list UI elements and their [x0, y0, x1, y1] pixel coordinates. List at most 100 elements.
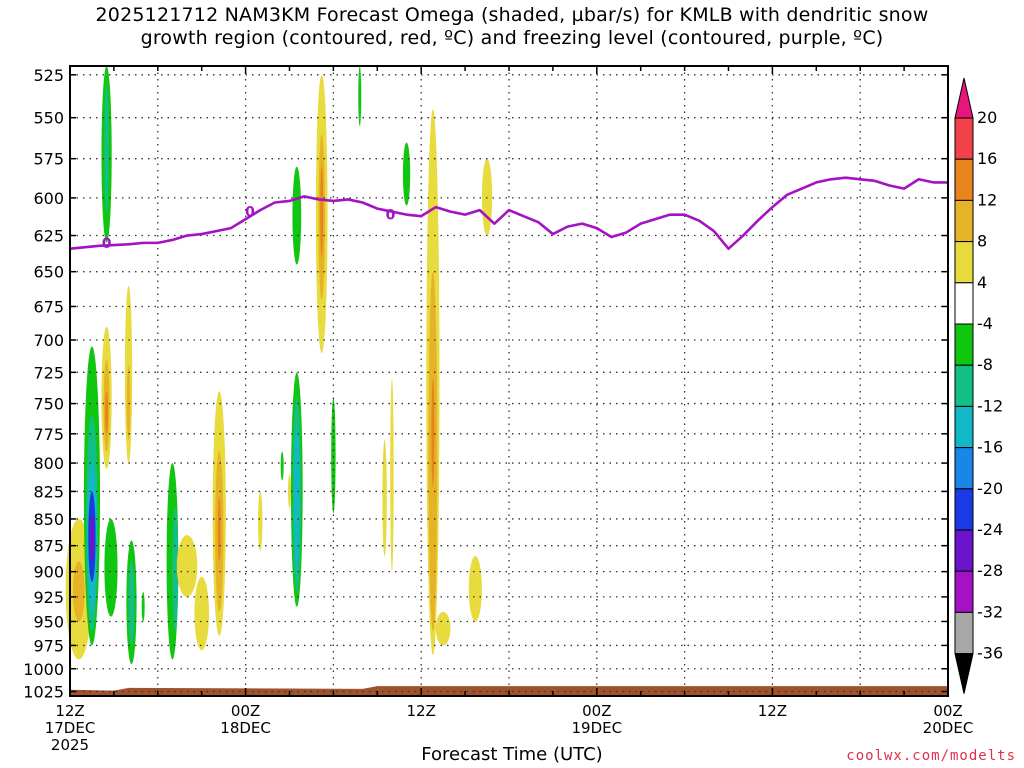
colorbar-segment-5 — [954, 282, 974, 325]
colorbar-segment-1 — [954, 117, 974, 160]
omega-cell-38 — [390, 378, 394, 572]
freezing-level-contour: 0 0 0 — [69, 176, 948, 252]
omega-cell-35 — [331, 397, 336, 514]
colorbar-label-13: -36 — [977, 644, 1003, 663]
omega-cell-34 — [320, 166, 324, 258]
colorbar-segment-3 — [954, 199, 974, 243]
omega-cell-20 — [176, 535, 198, 597]
colorbar-top-arrow — [954, 77, 974, 119]
freezing-level-label-0: 0 — [102, 236, 112, 252]
colorbar-segment-8 — [954, 405, 974, 449]
colorbar-label-1: 16 — [977, 149, 997, 168]
x-axis-label: Forecast Time (UTC) — [421, 744, 603, 765]
grid-lines — [70, 66, 948, 696]
colorbar-segment-6 — [954, 323, 974, 366]
y-tick-label-850: 850 — [33, 510, 64, 529]
colorbar-label-0: 20 — [977, 108, 997, 127]
site-credit: coolwx.com/modelts — [846, 748, 1016, 764]
y-tick-label-825: 825 — [33, 482, 64, 501]
colorbar-label-12: -32 — [977, 602, 1003, 621]
omega-cell-39 — [402, 142, 411, 206]
x-tick-label-0-0: 12Z — [55, 702, 84, 720]
omega-cell-17 — [141, 591, 145, 622]
colorbar-segment-2 — [954, 158, 974, 201]
y-tick-label-900: 900 — [33, 563, 64, 582]
omega-cell-1 — [104, 83, 109, 214]
axes: 525 550 575 600 625 650 675 700 725 750 775 800 825 8… — [23, 65, 974, 754]
x-tick-label-0-2: 2025 — [51, 736, 89, 754]
omega-cell-19 — [172, 508, 179, 632]
colorbar-label-2: 12 — [977, 190, 997, 209]
y-tick-label-1000: 1000 — [23, 660, 64, 679]
omega-cell-31 — [294, 427, 300, 572]
omega-cell-8 — [89, 513, 95, 562]
omega-cell-28 — [292, 166, 302, 265]
omega-cell-45 — [481, 158, 493, 236]
x-tick-label-36-1: 19DEC — [572, 719, 623, 737]
colorbar-label-6: -8 — [977, 355, 993, 374]
x-tick-label-36-0: 00Z — [582, 702, 611, 720]
omega-cell-12 — [104, 518, 118, 617]
chart-title-line-2: growth region (contoured, red, ºC) and f… — [140, 27, 884, 49]
colorbar-label-4: 4 — [977, 273, 987, 292]
colorbar-segment-11 — [954, 529, 974, 572]
y-tick-label-550: 550 — [33, 109, 64, 128]
y-tick-label-975: 975 — [33, 636, 64, 655]
colorbar-label-3: 8 — [977, 232, 987, 251]
y-tick-label-725: 725 — [33, 363, 64, 382]
colorbar-label-11: -28 — [977, 561, 1003, 580]
y-tick-label-575: 575 — [33, 150, 64, 169]
y-tick-label-650: 650 — [33, 263, 64, 282]
colorbar-label-5: -4 — [977, 314, 993, 333]
x-tick-label-0-1: 17DEC — [45, 719, 96, 737]
y-tick-label-525: 525 — [33, 66, 64, 85]
omega-cell-42 — [431, 378, 435, 486]
y-tick-label-925: 925 — [33, 588, 64, 607]
colorbar-segment-12 — [954, 570, 974, 613]
omega-cell-27 — [288, 474, 291, 509]
colorbar-segment-4 — [954, 241, 974, 284]
omega-cell-14 — [126, 365, 131, 440]
omega-cell-25 — [258, 491, 263, 551]
x-tick-label-48-0: 12Z — [758, 702, 787, 720]
colorbar-label-10: -24 — [977, 520, 1003, 539]
omega-cell-36 — [358, 66, 362, 127]
colorbar-segment-7 — [954, 364, 974, 407]
y-tick-label-675: 675 — [33, 297, 64, 316]
x-tick-label-24-0: 12Z — [407, 702, 436, 720]
colorbar-segment-13 — [954, 611, 974, 655]
x-tick-label-12-0: 00Z — [231, 702, 260, 720]
colorbar-label-9: -20 — [977, 479, 1003, 498]
x-tick-label-12-1: 18DEC — [220, 719, 271, 737]
y-tick-label-750: 750 — [33, 395, 64, 414]
x-tick-label-60-1: 20DEC — [923, 719, 974, 737]
colorbar-bottom-arrow — [954, 653, 974, 694]
y-tick-label-800: 800 — [33, 454, 64, 473]
y-tick-label-1025: 1025 — [23, 683, 64, 702]
chart-title-line-1: 2025121712 NAM3KM Forecast Omega (shaded… — [95, 4, 929, 26]
y-tick-label-700: 700 — [33, 331, 64, 350]
freezing-level-line — [69, 176, 948, 251]
omega-cell-11 — [105, 391, 109, 434]
y-tick-label-775: 775 — [33, 425, 64, 444]
chart-title: 2025121712 NAM3KM Forecast Omega (shaded… — [0, 4, 1024, 50]
omega-cell-44 — [468, 556, 482, 622]
x-tick-label-60-0: 00Z — [933, 702, 962, 720]
omega-cell-37 — [382, 439, 387, 557]
omega-cell-24 — [217, 497, 221, 562]
omega-cell-16 — [128, 561, 135, 646]
freezing-level-label-1: 0 — [245, 205, 255, 221]
colorbar-segment-10 — [954, 488, 974, 531]
y-tick-label-600: 600 — [33, 189, 64, 208]
colorbar-label-8: -16 — [977, 438, 1003, 457]
colorbar-segment-9 — [954, 447, 974, 490]
y-tick-label-875: 875 — [33, 537, 64, 556]
colorbar-label-7: -12 — [977, 396, 1003, 415]
colorbar: 20 16 12 8 4 -4 -8 -12 -16 -20 -24 -28 -32 -36 — [954, 77, 1003, 694]
y-tick-label-950: 950 — [33, 612, 64, 631]
omega-cell-26 — [280, 451, 284, 481]
omega-cell-21 — [194, 576, 210, 651]
omega-cell-43 — [435, 611, 451, 646]
freezing-level-label-2: 0 — [386, 208, 396, 224]
